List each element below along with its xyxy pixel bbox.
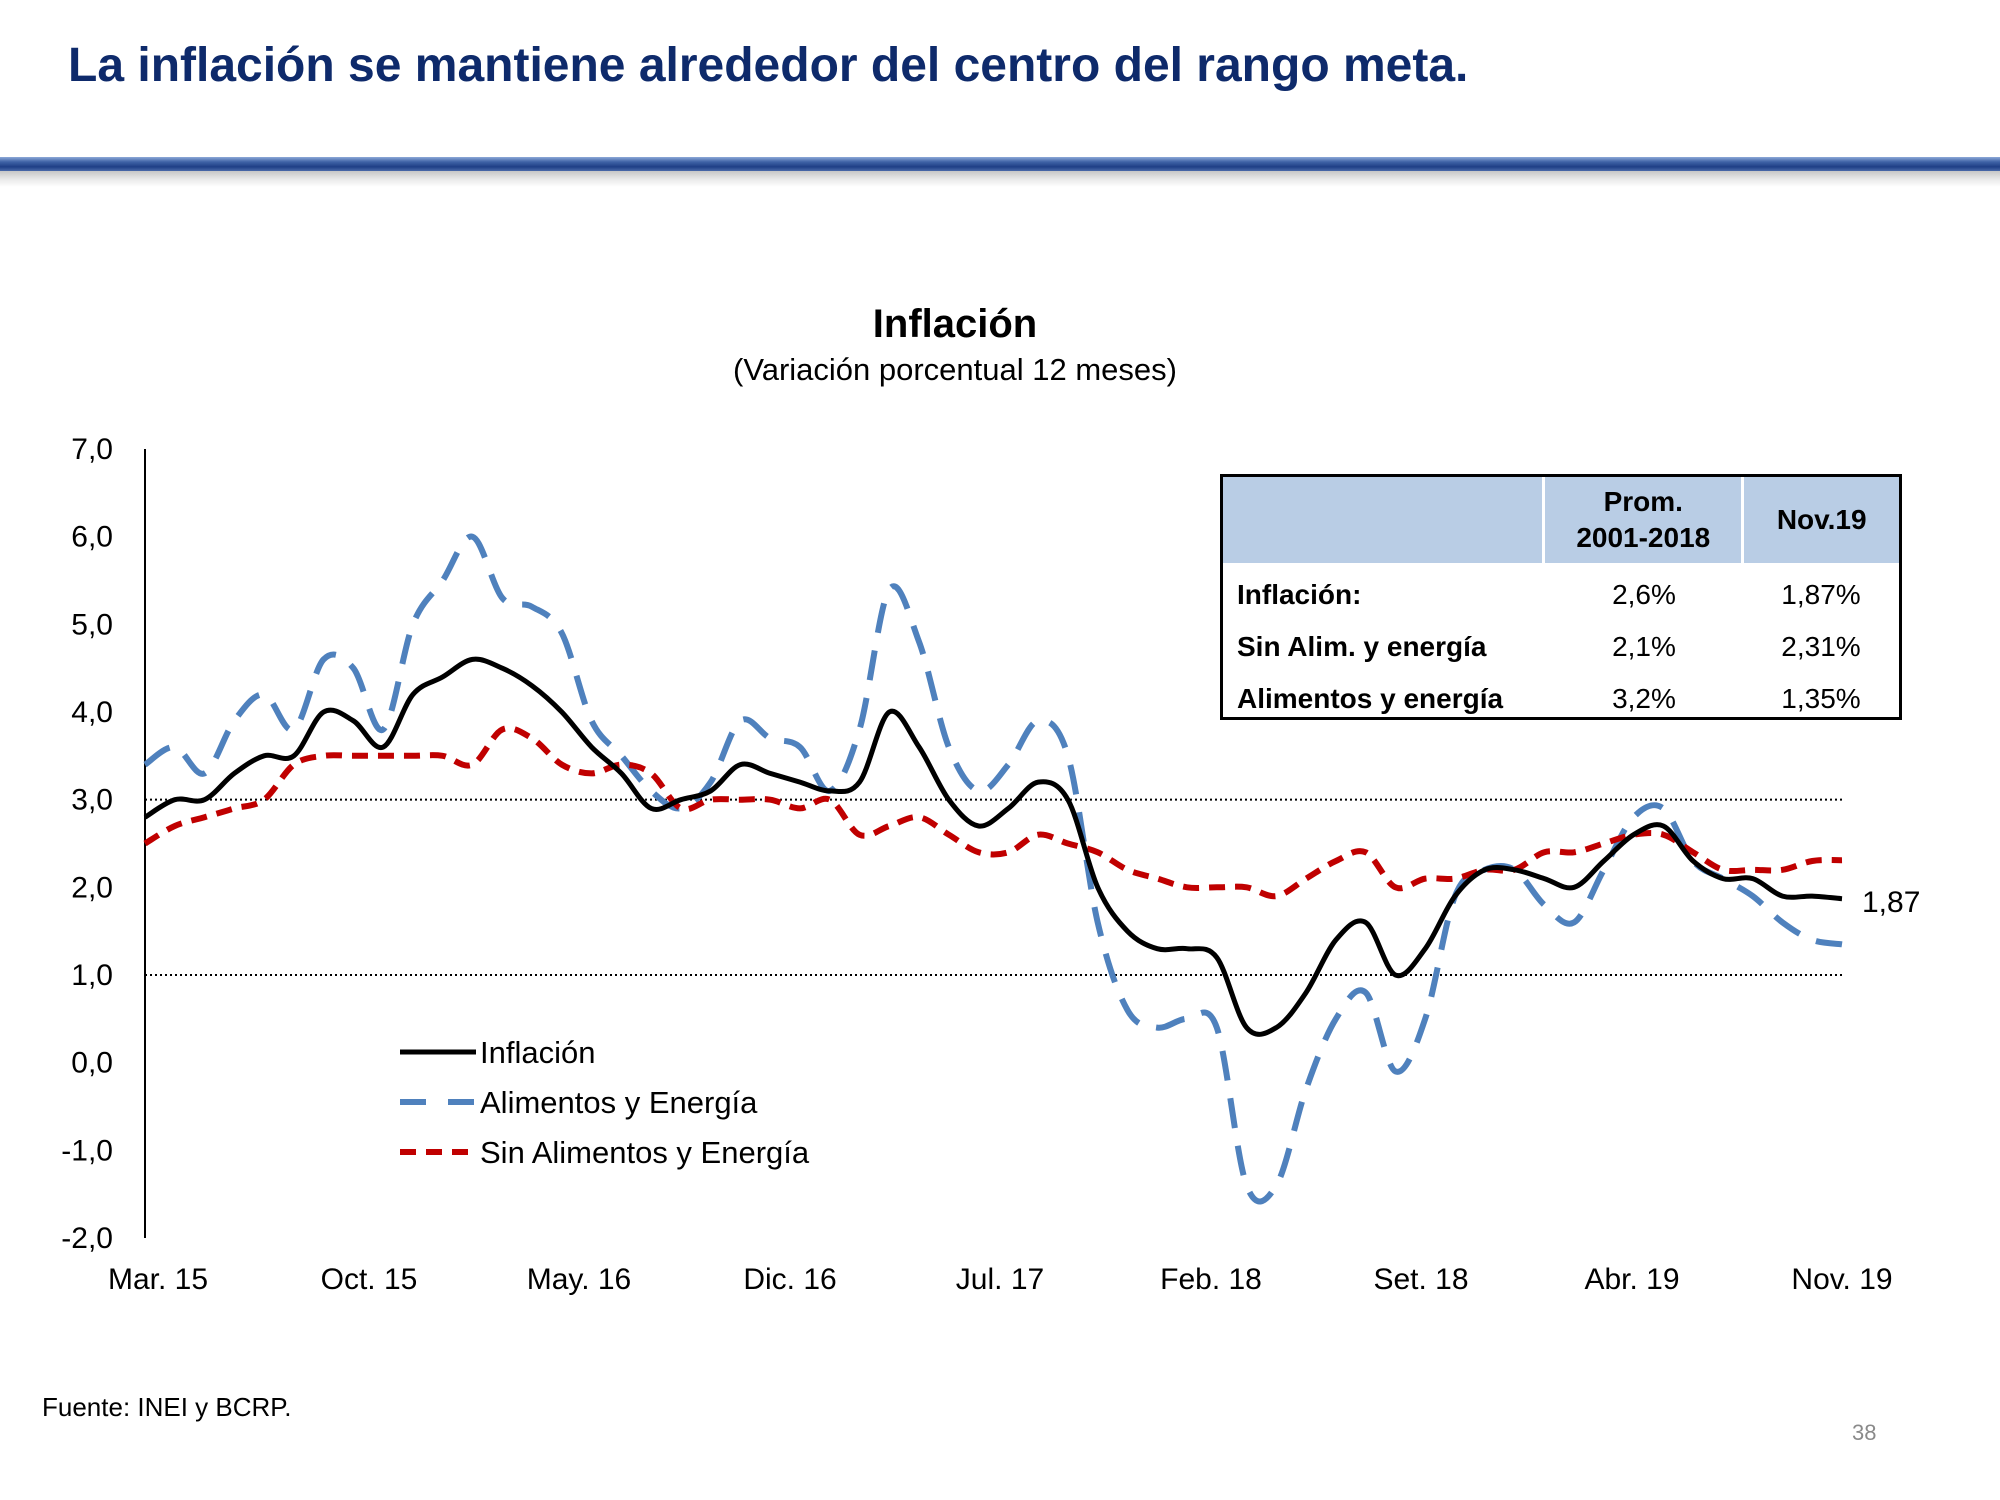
source-note: Fuente: INEI y BCRP. [42,1392,292,1422]
x-tick-label: Mar. 15 [108,1263,208,1296]
y-tick-label: 6,0 [71,521,113,554]
title-divider-shadow [0,171,2000,187]
alimentos-energia-line [143,533,1843,1205]
legend-label: Inflación [480,1035,595,1070]
target-range-lines [145,798,1845,976]
y-tick-label: 4,0 [71,696,113,729]
x-tick-label: May. 16 [527,1263,632,1296]
x-tick-label: Abr. 19 [1584,1263,1679,1296]
summary-table: Prom. 2001-2018 Nov.19 Inflación: 2,6% 1… [1220,474,1902,720]
y-tick-label: 7,0 [71,433,113,466]
table-cell-nov: 1,87% [1781,579,1861,610]
table-cell-prom: 2,1% [1612,631,1676,662]
inflacion-line [143,656,1843,1037]
x-tick-label: Oct. 15 [321,1263,418,1296]
table-row: Inflación: 2,6% 1,87% [1223,569,1899,621]
y-tick-label: 5,0 [71,608,113,641]
y-tick-label: 1,0 [71,959,113,992]
x-tick-label: Jul. 17 [956,1263,1044,1296]
x-tick-label: Feb. 18 [1160,1263,1262,1296]
chart-series [143,533,1843,1205]
y-tick-label: -2,0 [61,1222,113,1255]
table-row: Alimentos y energía 3,2% 1,35% [1223,673,1899,725]
chart-legend: Inflación Alimentos y Energía Sin Alimento… [400,1035,810,1170]
table-cell-prom: 3,2% [1612,683,1676,714]
inflation-chart: Inflación (Variación porcentual 12 meses… [61,302,1920,1296]
y-tick-label: -1,0 [61,1134,113,1167]
chart-subtitle: (Variación porcentual 12 meses) [733,352,1177,387]
table-header-prom: Prom. 2001-2018 [1542,477,1741,563]
page-number: 38 [1852,1420,1877,1445]
table-cell-prom: 2,6% [1612,579,1676,610]
table-header-row: Prom. 2001-2018 Nov.19 [1223,477,1899,563]
title-divider-bar [0,157,2000,171]
legend-label: Sin Alimentos y Energía [480,1135,810,1170]
table-row-label: Alimentos y energía [1237,683,1504,714]
table-row: Sin Alim. y energía 2,1% 2,31% [1223,621,1899,673]
x-tick-label: Nov. 19 [1791,1263,1892,1296]
table-row-label: Inflación: [1237,579,1362,610]
y-tick-label: 3,0 [71,784,113,817]
table-cell-nov: 1,35% [1781,683,1861,714]
inflation-end-label: 1,87 [1862,886,1920,919]
slide-title: La inflación se mantiene alrededor del c… [68,39,1469,92]
y-tick-label: 0,0 [71,1047,113,1080]
chart-title: Inflación [873,302,1037,346]
legend-label: Alimentos y Energía [480,1085,758,1120]
chart-axes: 7,0 6,0 5,0 4,0 3,0 2,0 1,0 0,0 -1,0 -2,0 Mar. 15 O… [61,433,1892,1296]
x-tick-label: Dic. 16 [743,1263,836,1296]
table-cell-nov: 2,31% [1781,631,1861,662]
y-tick-label: 2,0 [71,871,113,904]
table-row-label: Sin Alim. y energía [1237,631,1487,662]
table-header-empty [1223,477,1542,563]
table-header-nov: Nov.19 [1741,477,1899,563]
sin-alimentos-energia-line [143,725,1843,900]
x-tick-label: Set. 18 [1373,1263,1468,1296]
